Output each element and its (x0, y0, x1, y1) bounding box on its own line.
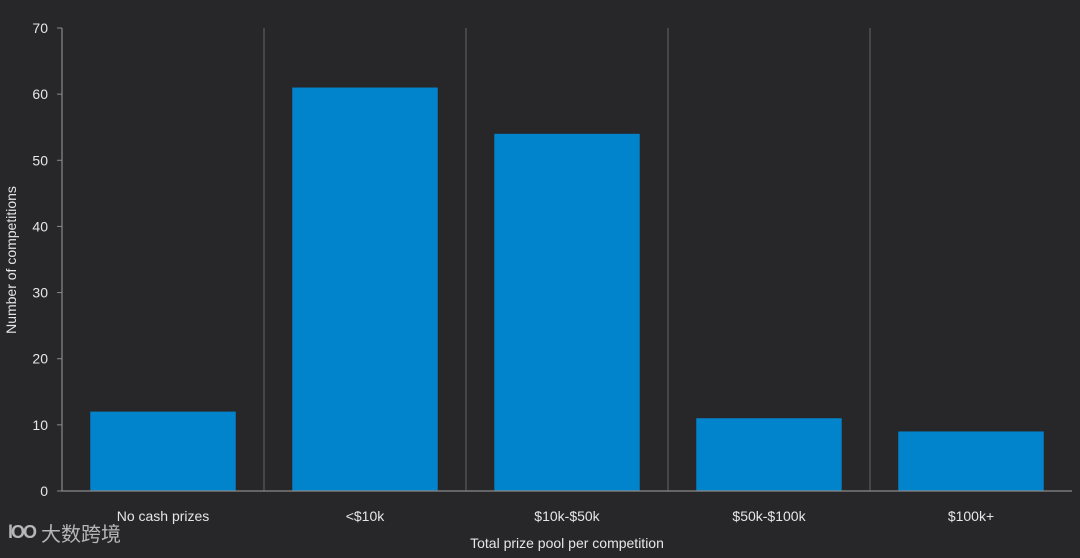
x-tick-label: $10k-$50k (534, 508, 600, 524)
watermark: lOO 大数跨境 (8, 518, 121, 547)
y-tick-label: 10 (32, 417, 48, 433)
category-separators (263, 28, 871, 491)
watermark-text: 大数跨境 (41, 522, 122, 546)
x-tick-label: <$10k (346, 508, 386, 524)
y-tick-label: 30 (32, 285, 48, 301)
axes-group (61, 28, 1072, 492)
x-axis-label: Total prize pool per competition (470, 535, 664, 551)
x-tick-label: $50k-$100k (732, 508, 806, 524)
bar (696, 418, 842, 491)
y-axis-label: Number of competitions (3, 186, 19, 334)
y-tick-label: 40 (32, 218, 48, 234)
bar (898, 431, 1044, 491)
x-tick-label: $100k+ (948, 508, 994, 524)
x-ticks-group: No cash prizes <$10k $10k-$50k $50k-$100k $1… (117, 508, 994, 524)
y-ticks-group: 0 10 20 30 40 50 60 70 (32, 20, 62, 499)
y-tick-label: 70 (32, 20, 48, 36)
bar (90, 411, 236, 491)
y-tick-label: 60 (32, 86, 48, 102)
y-tick-label: 50 (32, 152, 48, 168)
watermark-logo-icon: lOO (8, 522, 37, 542)
y-tick-label: 20 (32, 351, 48, 367)
bar (292, 87, 438, 492)
bars-group (90, 87, 1044, 492)
y-tick-label: 0 (40, 483, 48, 499)
x-tick-label: No cash prizes (117, 508, 210, 524)
bar (494, 133, 640, 492)
